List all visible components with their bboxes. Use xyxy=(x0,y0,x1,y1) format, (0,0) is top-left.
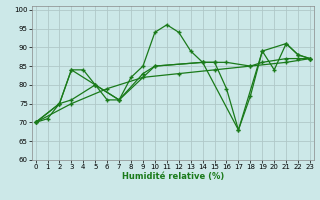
X-axis label: Humidité relative (%): Humidité relative (%) xyxy=(122,172,224,181)
